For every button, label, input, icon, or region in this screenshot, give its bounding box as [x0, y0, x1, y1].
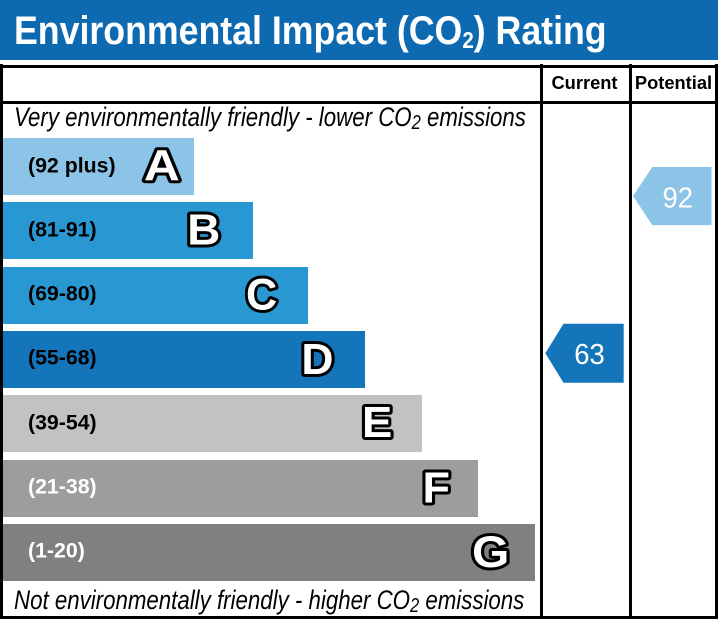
svg-text:G: G	[472, 527, 509, 577]
svg-text:E: E	[362, 399, 392, 447]
svg-text:B: B	[187, 206, 220, 254]
svg-text:A: A	[144, 141, 180, 189]
svg-text:C: C	[246, 270, 277, 320]
svg-text:63: 63	[574, 339, 605, 371]
svg-text:D: D	[301, 336, 333, 384]
svg-text:92: 92	[663, 182, 694, 214]
svg-text:F: F	[422, 464, 449, 512]
